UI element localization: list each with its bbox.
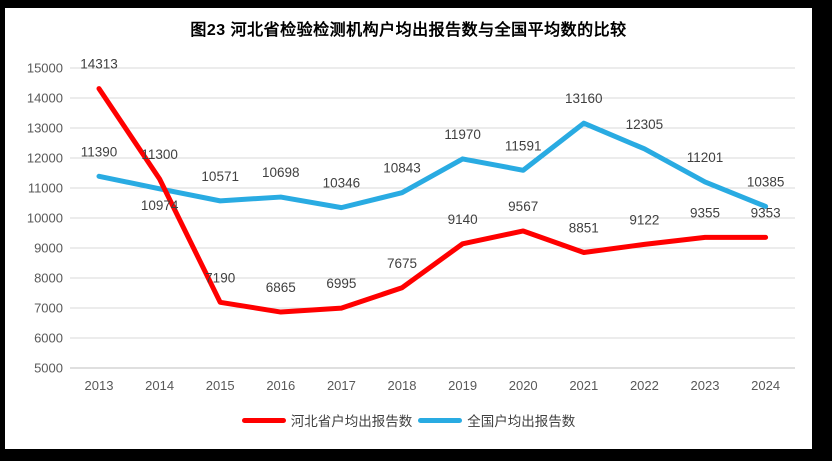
data-label: 9122 — [629, 212, 659, 227]
national-series-line — [96, 120, 769, 211]
x-tick-label: 2015 — [206, 378, 235, 393]
x-tick-label: 2024 — [751, 378, 780, 393]
data-label: 11970 — [444, 127, 481, 142]
chart-canvas: 图23 河北省检验检测机构户均出报告数与全国平均数的比较 5000 6000 700… — [5, 8, 812, 449]
chart-legend: 河北省户均出报告数 全国户均出报告数 — [5, 410, 812, 430]
legend-label-hebei: 河北省户均出报告数 — [290, 414, 413, 429]
data-label: 9355 — [690, 205, 720, 220]
line-chart: 5000 6000 7000 8000 9000 10000 11000 12000 13000… — [27, 57, 795, 393]
data-label: 8851 — [569, 220, 599, 235]
data-label: 11201 — [687, 150, 724, 165]
data-label: 10571 — [201, 169, 239, 184]
legend-item-national: 全国户均出报告数 — [418, 410, 575, 430]
data-label: 6995 — [326, 276, 356, 291]
y-tick-label: 14000 — [27, 91, 63, 106]
hebei-series-line — [96, 86, 769, 315]
data-label: 6865 — [266, 280, 296, 295]
y-tick-label: 15000 — [27, 61, 63, 76]
data-label: 13160 — [565, 91, 603, 106]
y-tick-label: 10000 — [27, 211, 63, 226]
data-label: 9567 — [508, 199, 538, 214]
x-tick-label: 2018 — [388, 378, 417, 393]
x-tick-label: 2023 — [691, 378, 720, 393]
data-label: 11300 — [141, 147, 178, 162]
data-label: 9140 — [448, 212, 478, 227]
x-tick-label: 2013 — [85, 378, 114, 393]
x-tick-label: 2022 — [630, 378, 659, 393]
data-label: 10974 — [141, 198, 179, 213]
data-label: 12305 — [626, 117, 664, 132]
x-tick-label: 2021 — [569, 378, 598, 393]
y-tick-label: 13000 — [27, 121, 63, 136]
national-line-swatch — [418, 417, 463, 423]
data-label: 7190 — [205, 270, 235, 285]
y-tick-label: 9000 — [34, 241, 63, 256]
y-tick-label: 6000 — [34, 331, 63, 346]
data-label: 11390 — [81, 144, 118, 159]
x-tick-label: 2014 — [145, 378, 174, 393]
y-tick-label: 8000 — [34, 271, 63, 286]
legend-item-hebei: 河北省户均出报告数 — [241, 410, 413, 430]
y-tick-label: 11000 — [28, 181, 63, 196]
legend-label-national: 全国户均出报告数 — [467, 414, 576, 429]
x-tick-label: 2016 — [266, 378, 295, 393]
data-label: 14313 — [80, 57, 118, 72]
data-label: 10385 — [747, 174, 785, 189]
data-label: 7675 — [387, 256, 417, 271]
data-label: 11591 — [505, 138, 542, 153]
y-tick-label: 7000 — [34, 301, 63, 316]
data-label: 10346 — [323, 176, 361, 191]
y-tick-label: 12000 — [27, 151, 63, 166]
x-tick-label: 2020 — [509, 378, 538, 393]
chart-title: 图23 河北省检验检测机构户均出报告数与全国平均数的比较 — [190, 22, 627, 39]
x-tick-label: 2017 — [327, 378, 356, 393]
y-tick-label: 5000 — [34, 361, 63, 376]
data-label: 10843 — [383, 161, 421, 176]
x-tick-label: 2019 — [448, 378, 477, 393]
hebei-line-swatch — [241, 417, 286, 423]
data-label: 10698 — [262, 165, 300, 180]
data-label: 9353 — [751, 205, 781, 220]
